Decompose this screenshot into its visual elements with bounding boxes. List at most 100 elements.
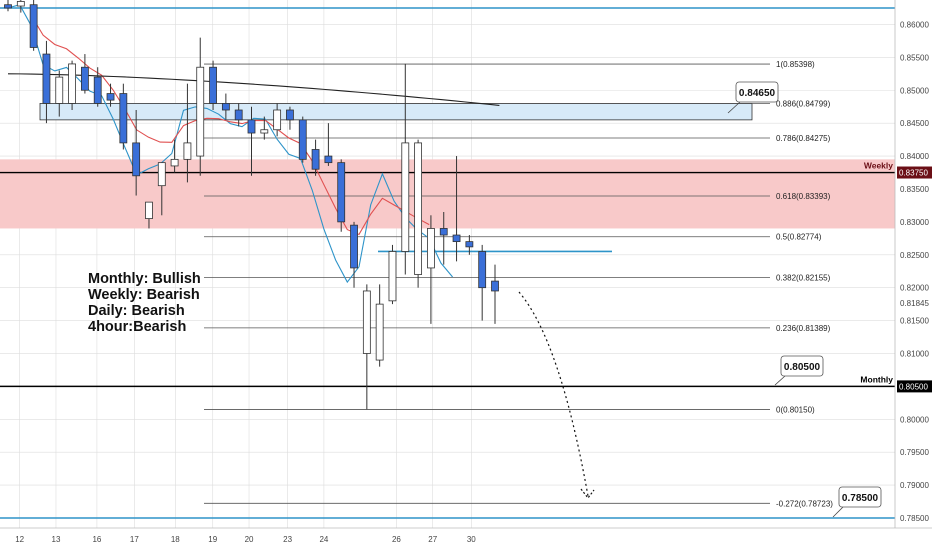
candle-body	[4, 4, 12, 9]
candle-19	[247, 106, 256, 176]
candle-28	[362, 284, 371, 410]
candle-body	[375, 303, 384, 361]
candle-11	[145, 201, 153, 229]
price-axis[interactable]: 0.86000 0.85500 0.85000 0.84500 0.84000 0.835…	[860, 0, 932, 528]
fib-label-8: -0.272(0.78723)	[776, 499, 833, 508]
candle-15	[196, 37, 205, 176]
price-tick-5: 0.83500	[900, 185, 929, 194]
candle-body	[209, 66, 217, 104]
callout-box	[735, 81, 779, 103]
time-tick-8: 24	[319, 535, 328, 544]
price-callouts[interactable]: 0.84650 0.80500 0.78500	[727, 81, 882, 518]
candle-8	[106, 83, 115, 107]
candle-body	[427, 228, 435, 269]
candle-33	[427, 215, 435, 324]
candle-body	[170, 158, 179, 167]
candle-body	[247, 119, 256, 134]
price-tick-14: 0.79000	[900, 481, 929, 490]
price-tick-10: 0.81000	[900, 349, 929, 358]
callout-box	[780, 355, 824, 377]
horizontal-levels[interactable]	[0, 7, 895, 519]
candle-16	[209, 60, 217, 110]
candle-body	[93, 76, 102, 104]
candle-38	[491, 264, 499, 324]
price-tick-1: 0.85500	[900, 53, 929, 62]
projection-path	[518, 291, 589, 497]
badge-label-3: Monthly	[860, 374, 893, 384]
candle-body	[183, 142, 192, 160]
candle-36	[465, 235, 474, 255]
candle-0	[4, 0, 12, 12]
time-tick-7: 23	[283, 535, 292, 544]
time-tick-10: 27	[428, 535, 437, 544]
bias-daily: Daily: Bearish	[88, 303, 185, 319]
candle-1	[16, 0, 25, 13]
price-tick-6: 0.83000	[900, 218, 929, 227]
price-tick-13: 0.79500	[900, 448, 929, 457]
candle-body	[119, 93, 128, 144]
time-tick-0: 12	[15, 535, 24, 544]
price-tick-0: 0.86000	[900, 20, 929, 29]
time-tick-6: 20	[245, 535, 254, 544]
candle-26	[337, 159, 346, 232]
candle-body	[273, 109, 282, 131]
price-tick-4: 0.84000	[900, 152, 929, 161]
candle-body	[196, 66, 205, 157]
candle-24	[311, 139, 320, 176]
candlestick-series	[4, 0, 499, 410]
candle-body	[132, 142, 141, 177]
candle-20	[260, 116, 269, 140]
badge-bg-1	[897, 166, 932, 179]
candle-body	[298, 119, 307, 160]
candle-body	[414, 142, 423, 275]
projection-arrow[interactable]	[518, 291, 595, 499]
time-tick-9: 26	[392, 535, 401, 544]
candle-body	[42, 53, 51, 104]
candle-18	[234, 103, 243, 127]
candle-body	[16, 1, 25, 7]
badge-plain-2: 0.81845	[900, 299, 929, 308]
candle-body	[452, 234, 461, 243]
fibonacci-retracement[interactable]: 1(0.85398) 0.886(0.84799) 0.786(0.84275) 0.…	[204, 60, 833, 508]
candle-body	[145, 201, 153, 219]
callout-text: 0.78500	[842, 493, 879, 504]
callout-pointer	[774, 375, 786, 386]
candle-4	[55, 70, 64, 117]
price-tick-9: 0.81500	[900, 317, 929, 326]
callout-pointer	[832, 506, 844, 518]
candle-37	[478, 244, 487, 321]
callout-2: 0.78500	[832, 486, 882, 518]
candle-23	[298, 116, 307, 163]
time-axis[interactable]: 12 13 16 17 18 19 20 23 24 26 27 30	[0, 527, 932, 544]
candle-29	[375, 284, 384, 367]
callout-text: 0.84650	[739, 88, 776, 99]
time-tick-4: 18	[171, 535, 180, 544]
candle-31	[401, 63, 410, 275]
candle-6	[80, 54, 89, 94]
candle-body	[286, 109, 294, 121]
candle-7	[93, 67, 102, 107]
callout-box	[838, 486, 882, 508]
candle-body	[388, 251, 397, 302]
candle-3	[42, 40, 51, 124]
price-tick-15: 0.78500	[900, 514, 929, 523]
price-tick-8: 0.82000	[900, 284, 929, 293]
time-tick-3: 17	[130, 535, 139, 544]
daily-zone	[39, 103, 753, 121]
fib-label-7: 0(0.80150)	[776, 405, 815, 414]
candle-14	[183, 83, 192, 183]
candle-34	[439, 212, 448, 265]
fib-label-1: 0.886(0.84799)	[776, 99, 831, 108]
bias-weekly: Weekly: Bearish	[88, 287, 200, 303]
callout-text: 0.80500	[784, 362, 821, 373]
time-tick-11: 30	[467, 535, 476, 544]
badge-price-1: 0.83750	[899, 169, 928, 178]
fib-label-5: 0.382(0.82155)	[776, 273, 831, 282]
callout-pointer	[727, 101, 741, 114]
candle-2	[29, 0, 38, 51]
candle-body	[80, 66, 89, 91]
candle-body	[350, 224, 358, 269]
candle-body	[221, 103, 230, 111]
candle-25	[324, 123, 333, 166]
